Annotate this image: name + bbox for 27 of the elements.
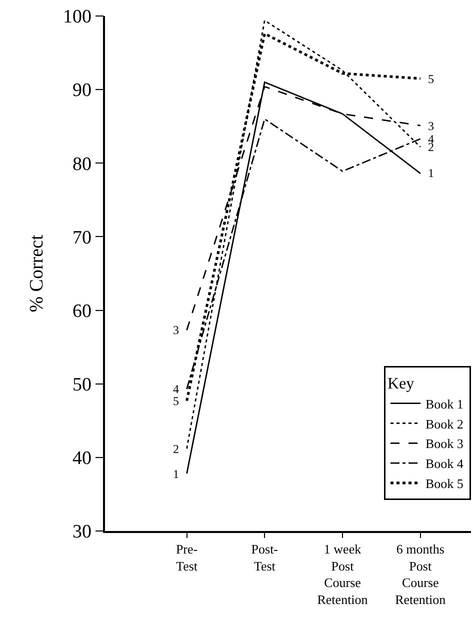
y-tick-label: 90 xyxy=(72,80,92,102)
x-tick-label: Post- Test xyxy=(251,541,278,574)
y-tick-label: 60 xyxy=(72,300,92,322)
y-tick-label: 40 xyxy=(72,448,92,470)
legend-label: Book 1 xyxy=(426,396,464,412)
x-tick-label: Pre- Test xyxy=(176,541,198,574)
y-tick-label: 100 xyxy=(62,6,92,28)
annotation: 3 xyxy=(428,119,434,133)
x-tick-label: 1 week Post Course Retention xyxy=(317,541,368,608)
y-tick-label: 80 xyxy=(72,154,92,175)
y-tick-label: 70 xyxy=(72,227,92,248)
x-tick-label: 6 months Post Course Retention xyxy=(395,541,446,608)
annotation: 4 xyxy=(173,382,179,396)
y-tick-label: 30 xyxy=(72,522,92,543)
annotation: 3 xyxy=(173,323,179,337)
annotation: 2 xyxy=(173,442,179,456)
annotation: 5 xyxy=(428,72,434,86)
annotation: 1 xyxy=(173,467,179,481)
legend-label: Book 2 xyxy=(426,416,464,432)
legend-label: Book 5 xyxy=(426,476,464,492)
annotation: 5 xyxy=(173,394,179,408)
annotation: 1 xyxy=(428,166,434,180)
legend-title: Key xyxy=(388,375,414,392)
y-axis-title: % Correct xyxy=(26,234,48,312)
legend-label: Book 3 xyxy=(426,436,464,452)
legend-label: Book 4 xyxy=(426,456,464,472)
y-tick-label: 50 xyxy=(72,374,92,396)
